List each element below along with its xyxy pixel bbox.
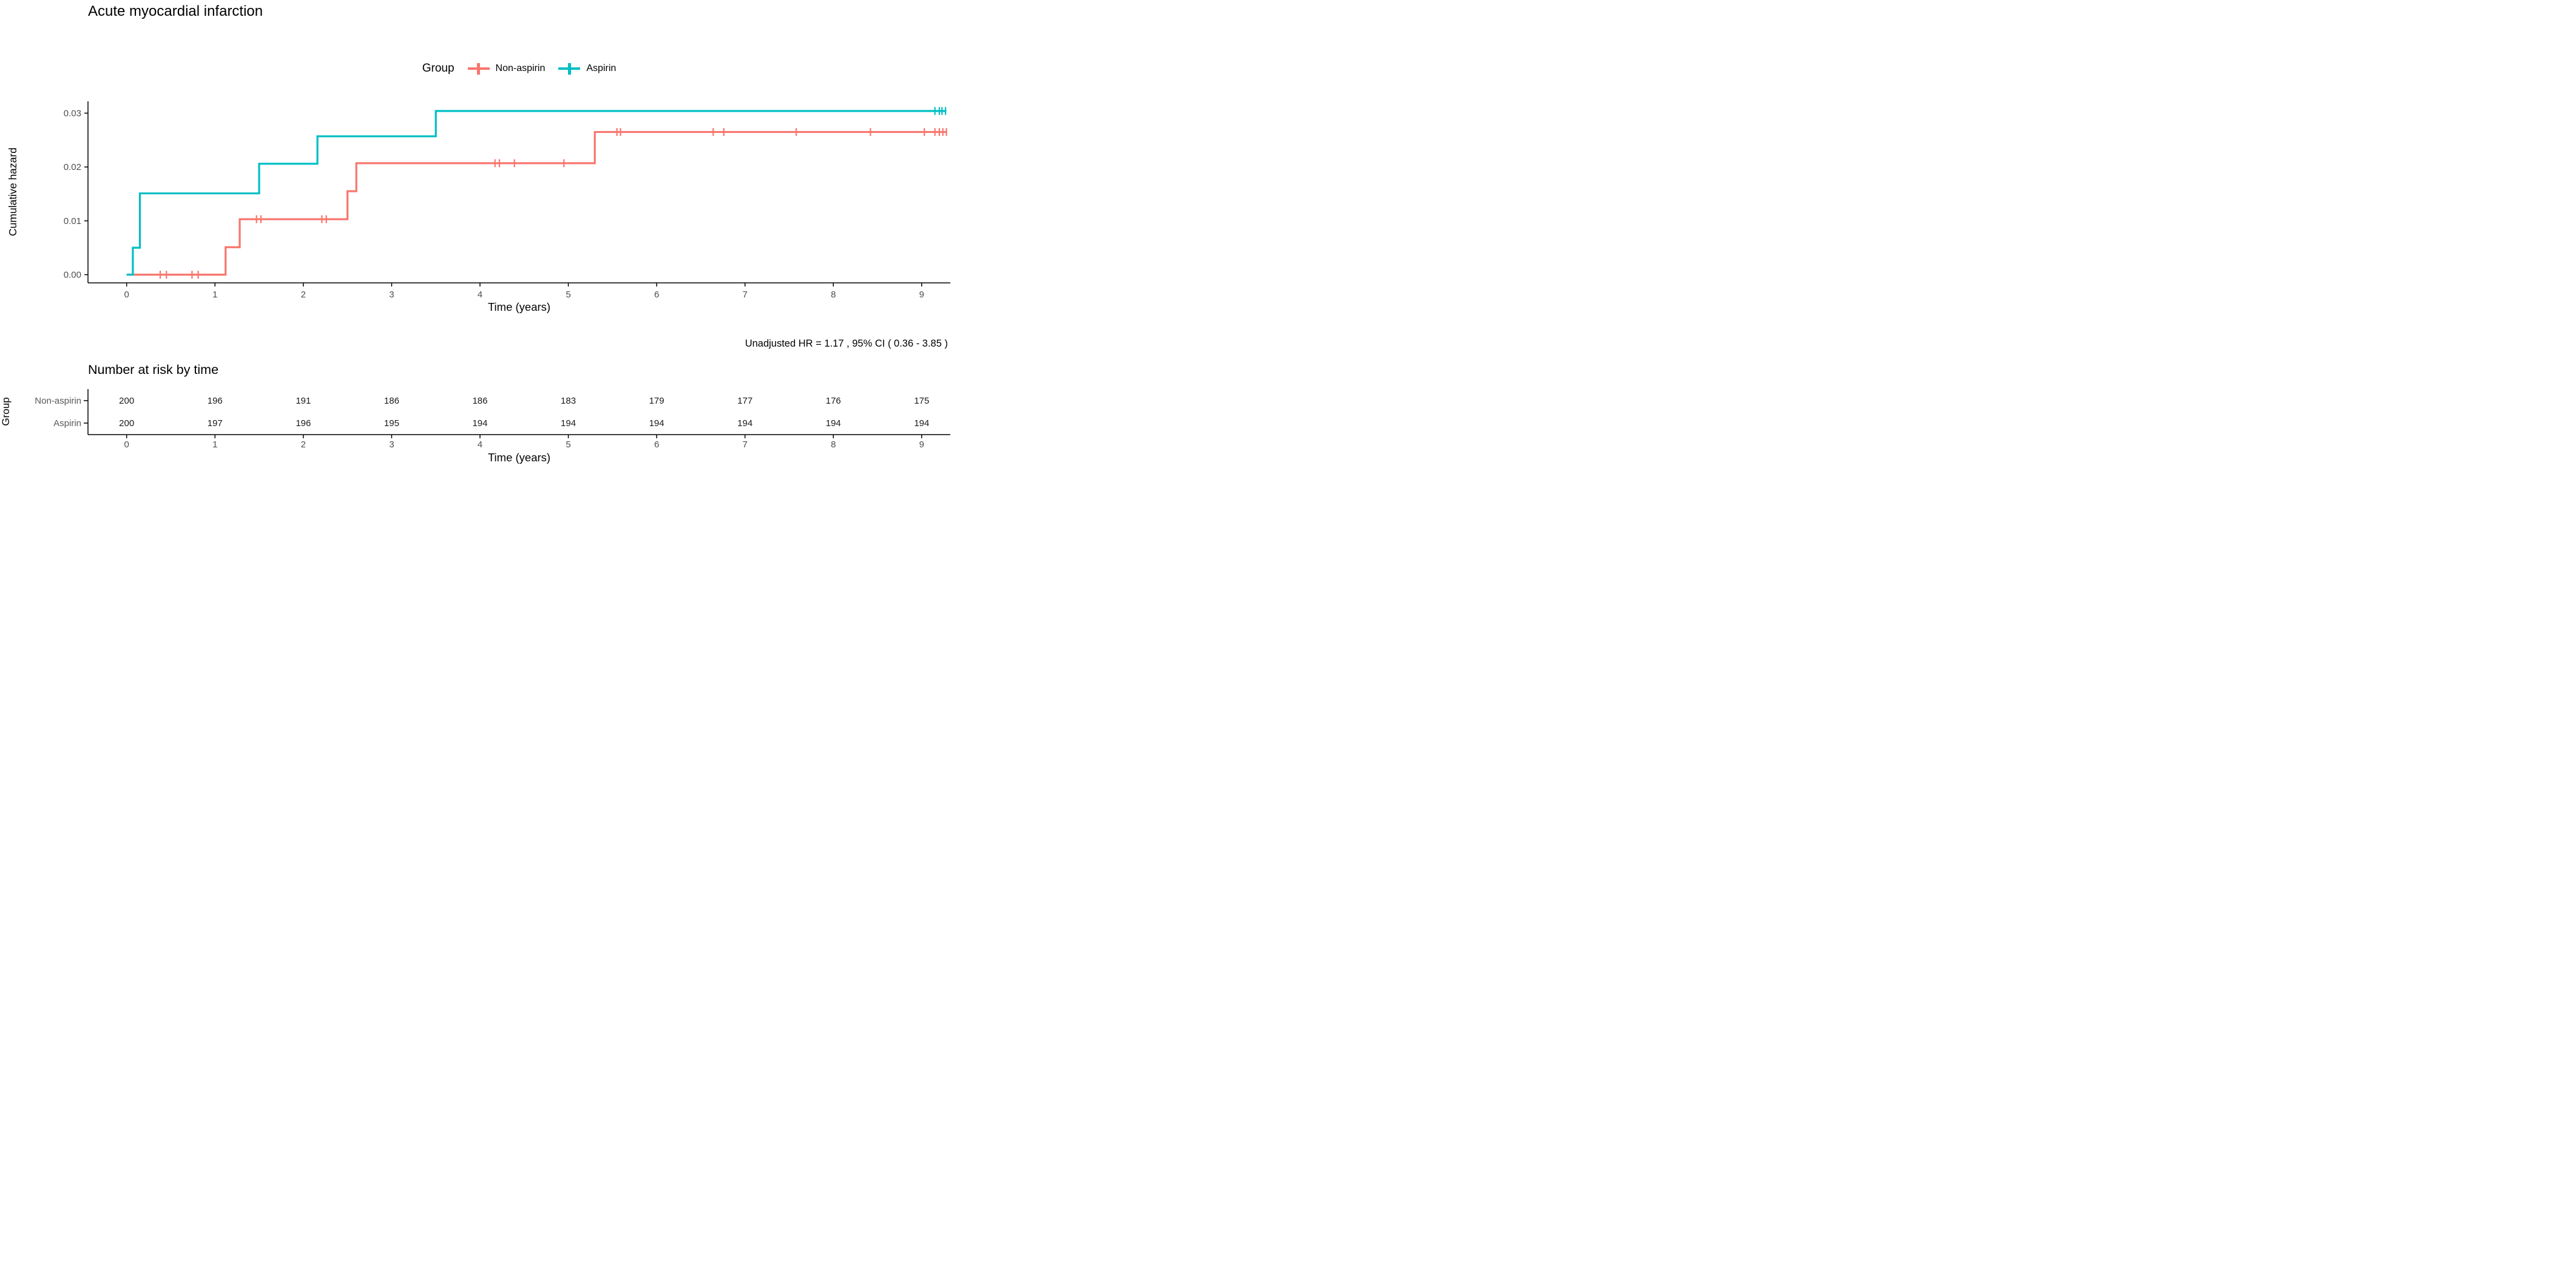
- y-tick-label: 0.00: [64, 270, 81, 280]
- risk-count: 183: [561, 396, 576, 406]
- censor-marks-non-aspirin: [159, 127, 947, 279]
- risk-x-axis-title: Time (years): [488, 451, 550, 464]
- legend-item-label: Non-aspirin: [495, 63, 546, 73]
- page-title: Acute myocardial infarction: [88, 3, 263, 19]
- risk-x-tick-label: 6: [654, 439, 659, 450]
- risk-x-tick-label: 2: [301, 439, 306, 450]
- hazard-ratio-annotation: Unadjusted HR = 1.17 , 95% CI ( 0.36 - 3…: [745, 338, 948, 349]
- risk-count: 194: [914, 418, 929, 429]
- censor-marks-aspirin: [934, 107, 947, 115]
- plus-cross-icon: [467, 62, 490, 75]
- risk-count: 176: [826, 396, 841, 406]
- risk-count: 196: [296, 418, 311, 429]
- x-tick-label: 8: [831, 290, 836, 300]
- risk-table: 0 1 2 3 4 5 6 7 8 9 Time (years) Group Non-aspirin 20…: [0, 389, 950, 464]
- risk-row-label: Non-aspirin: [35, 396, 81, 406]
- risk-count: 175: [914, 396, 929, 406]
- x-tick-label: 4: [478, 290, 482, 300]
- risk-x-tick-label: 3: [389, 439, 394, 450]
- survival-curve-non-aspirin: [126, 131, 947, 276]
- risk-x-tick-label: 0: [124, 439, 129, 450]
- risk-count: 200: [119, 418, 134, 429]
- y-tick-label: 0.03: [64, 108, 81, 118]
- legend-title: Group: [422, 62, 455, 75]
- risk-x-tick-label: 5: [566, 439, 570, 450]
- risk-x-tick-label: 4: [478, 439, 482, 450]
- risk-count: 194: [737, 418, 752, 429]
- risk-x-tick-label: 7: [743, 439, 748, 450]
- risk-count: 177: [737, 396, 752, 406]
- risk-count: 194: [472, 418, 487, 429]
- risk-count: 196: [208, 396, 223, 406]
- risk-count: 186: [384, 396, 399, 406]
- x-axis-title: Time (years): [488, 300, 550, 313]
- x-tick-label: 0: [124, 290, 129, 300]
- y-tick-label: 0.02: [64, 162, 81, 172]
- y-axis-title: Cumulative hazard: [7, 148, 19, 236]
- legend-item-label: Aspirin: [586, 63, 617, 73]
- risk-x-tick-label: 9: [919, 439, 924, 450]
- x-tick-label: 9: [919, 290, 924, 300]
- x-tick-label: 3: [389, 290, 394, 300]
- risk-x-tick-label: 1: [212, 439, 217, 450]
- main-plot-panel: 0.00 0.01 0.02 0.03 0 1 2 3 4 5 6 7 8 9 Time (years) Cu…: [7, 101, 950, 313]
- risk-count: 200: [119, 396, 134, 406]
- legend-item-non-aspirin: Non-aspirin: [467, 62, 546, 75]
- x-tick-label: 7: [743, 290, 748, 300]
- risk-count: 197: [208, 418, 223, 429]
- survival-curve-aspirin: [126, 110, 947, 276]
- risk-row-label: Aspirin: [53, 418, 81, 429]
- x-tick-label: 6: [654, 290, 659, 300]
- risk-table-title: Number at risk by time: [88, 362, 219, 377]
- risk-count: 191: [296, 396, 311, 406]
- risk-count: 194: [826, 418, 841, 429]
- x-tick-label: 5: [566, 290, 570, 300]
- risk-x-tick-label: 8: [831, 439, 836, 450]
- x-tick-label: 1: [212, 290, 217, 300]
- legend: Group Non-aspirin Aspirin: [88, 58, 950, 80]
- risk-y-axis-title: Group: [0, 397, 12, 426]
- x-tick-label: 2: [301, 290, 306, 300]
- survival-figure: Acute myocardial infarction Group Non-as…: [0, 0, 952, 473]
- risk-count: 194: [561, 418, 576, 429]
- legend-item-aspirin: Aspirin: [558, 62, 616, 75]
- cumulative-hazard-chart: 0.00 0.01 0.02 0.03 0 1 2 3 4 5 6 7 8 9 Time (years) Cu…: [0, 101, 950, 464]
- risk-count: 186: [472, 396, 487, 406]
- plus-cross-icon: [558, 62, 581, 75]
- risk-count: 194: [649, 418, 664, 429]
- y-tick-label: 0.01: [64, 216, 81, 226]
- risk-count: 179: [649, 396, 664, 406]
- risk-count: 195: [384, 418, 399, 429]
